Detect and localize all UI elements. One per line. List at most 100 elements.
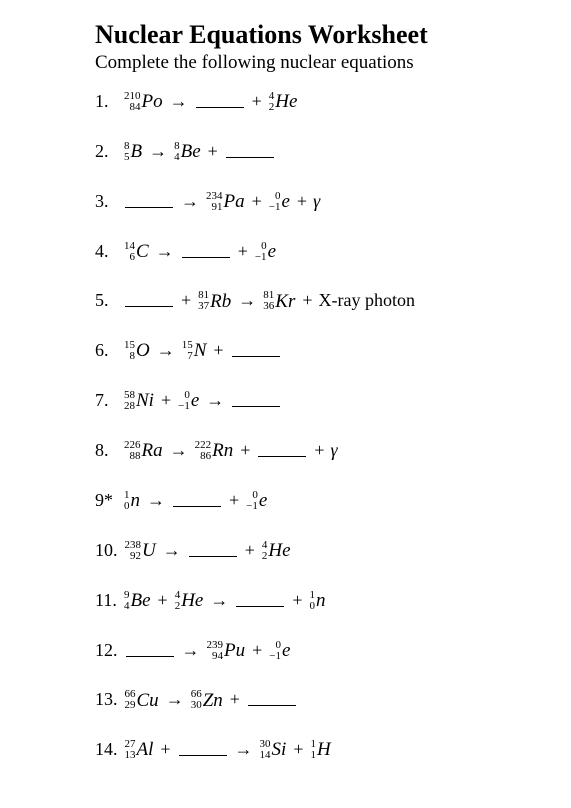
nuclide: 84Be [174, 140, 201, 163]
atomic-number: 86 [200, 451, 211, 462]
element-symbol: He [268, 540, 290, 561]
blank-field[interactable] [196, 93, 244, 108]
nuclide: 10n [310, 589, 326, 612]
plus-sign: + [238, 241, 248, 262]
blank-field[interactable] [232, 342, 280, 357]
atomic-number: −1 [246, 501, 258, 512]
nuclide-scripts: 8136 [263, 290, 274, 312]
arrow-icon: → [210, 590, 228, 611]
plus-sign: + [292, 590, 302, 611]
nuclide: 5828Ni [124, 389, 154, 412]
equation-number: 6. [95, 340, 117, 361]
blank-field[interactable] [125, 292, 173, 307]
plus-sign: + [213, 340, 223, 361]
atomic-number: 92 [130, 551, 141, 562]
nuclide: 94Be [124, 589, 151, 612]
nuclide: 42He [269, 90, 298, 113]
equation-number: 4. [95, 241, 117, 262]
equation-row: 11.94Be+42He→+10n [95, 589, 476, 612]
nuclide: 10n [124, 489, 140, 512]
atomic-number: 2 [269, 102, 275, 113]
element-symbol: He [181, 590, 203, 611]
arrow-icon: → [170, 91, 188, 112]
element-symbol: B [131, 141, 143, 162]
atomic-number: 84 [130, 102, 141, 113]
plus-sign: + [208, 141, 218, 162]
element-symbol: Be [181, 141, 201, 162]
element-symbol: O [136, 340, 150, 361]
nuclide: 22688Ra [124, 439, 163, 462]
mass-number: 1 [310, 590, 316, 601]
equation-row: 2.85B→84Be+ [95, 140, 476, 163]
nuclide-scripts: 158 [124, 340, 135, 362]
plus-sign: + [293, 739, 303, 760]
mass-number: 234 [206, 191, 223, 202]
nuclide: 42He [262, 539, 291, 562]
blank-field[interactable] [232, 392, 280, 407]
blank-field[interactable] [173, 492, 221, 507]
blank-field[interactable] [126, 642, 174, 657]
plus-sign: + [314, 440, 324, 461]
blank-field[interactable] [182, 243, 230, 258]
nuclide: 8136Kr [263, 290, 295, 313]
nuclide-scripts: 94 [124, 590, 130, 612]
equation-number: 11. [95, 590, 117, 611]
element-symbol: Si [272, 739, 287, 760]
arrow-icon: → [170, 440, 188, 461]
equation-number: 14. [95, 739, 118, 760]
mass-number: 4 [175, 590, 181, 601]
element-symbol: He [275, 91, 297, 112]
arrow-icon: → [206, 390, 224, 411]
equation-row: 5.+8137Rb→8136Kr+X-ray photon [95, 290, 476, 313]
element-symbol: Al [137, 739, 154, 760]
nuclide-scripts: 21084 [124, 91, 141, 113]
atomic-number: 94 [212, 651, 223, 662]
equation-row: 8.22688Ra→22286Rn++γ [95, 439, 476, 462]
atomic-number: −1 [269, 651, 281, 662]
equation-row: 7.5828Ni+0−1e→ [95, 389, 476, 412]
element-symbol: Ni [136, 390, 154, 411]
blank-field[interactable] [189, 542, 237, 557]
nuclide: 0−1e [246, 489, 267, 512]
nuclide-scripts: 42 [269, 91, 275, 113]
nuclide: 0−1e [178, 389, 199, 412]
nuclide: 23892U [125, 539, 156, 562]
nuclide-scripts: 42 [175, 590, 181, 612]
equation-number: 12. [95, 640, 118, 661]
element-symbol: Cu [137, 689, 159, 710]
arrow-icon: → [166, 689, 184, 710]
nuclide: 0−1e [255, 240, 276, 263]
nuclide: 22286Rn [195, 439, 234, 462]
nuclide-scripts: 10 [310, 590, 316, 612]
atomic-number: −1 [178, 401, 190, 412]
mass-number: 14 [124, 241, 135, 252]
blank-field[interactable] [125, 193, 173, 208]
atomic-number: 37 [198, 301, 209, 312]
element-symbol: n [316, 590, 326, 611]
blank-field[interactable] [226, 143, 274, 158]
blank-field[interactable] [179, 741, 227, 756]
equation-number: 10. [95, 540, 118, 561]
plus-sign: + [229, 490, 239, 511]
plus-sign: + [230, 689, 240, 710]
blank-field[interactable] [248, 691, 296, 706]
atomic-number: 5 [124, 152, 130, 163]
atomic-number: 6 [130, 252, 136, 263]
element-symbol: Rn [212, 440, 233, 461]
mass-number: 239 [207, 640, 224, 651]
plus-sign: + [245, 540, 255, 561]
equation-number: 2. [95, 141, 117, 162]
blank-field[interactable] [258, 442, 306, 457]
blank-field[interactable] [236, 592, 284, 607]
atomic-number: 13 [125, 750, 136, 761]
atomic-number: 91 [212, 202, 223, 213]
atomic-number: 1 [310, 750, 316, 761]
nuclide-scripts: 85 [124, 141, 130, 163]
nuclide-scripts: 23994 [207, 640, 224, 662]
atomic-number: 7 [187, 351, 193, 362]
nuclide-scripts: 146 [124, 241, 135, 263]
atomic-number: 29 [125, 700, 136, 711]
equation-row: 9*10n→+0−1e [95, 489, 476, 512]
plus-sign: + [240, 440, 250, 461]
atomic-number: 4 [124, 601, 130, 612]
